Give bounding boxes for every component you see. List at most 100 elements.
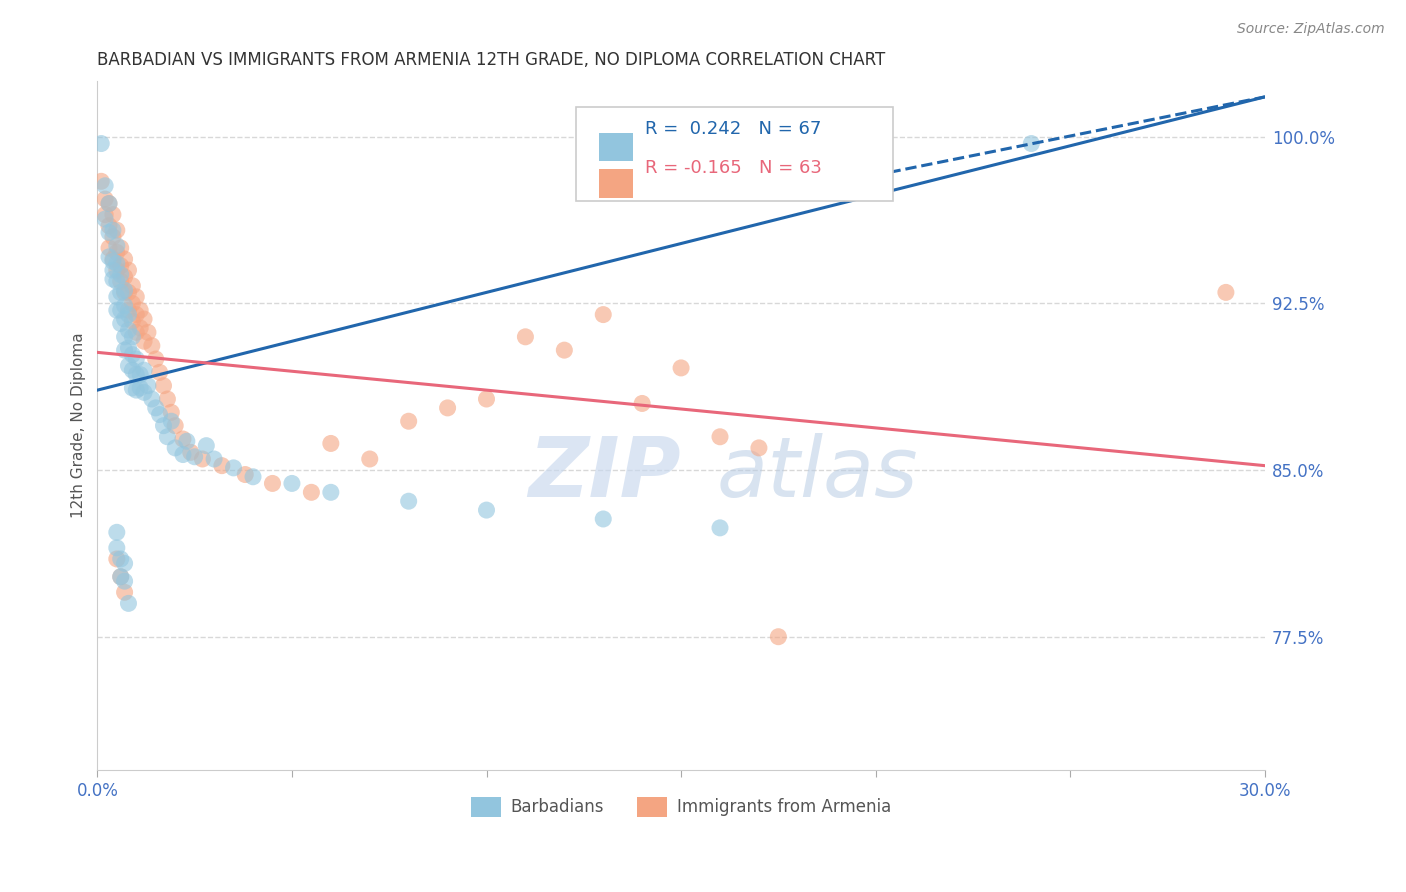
Point xyxy=(121,314,143,328)
Point xyxy=(94,192,117,206)
Point xyxy=(129,368,152,382)
Point xyxy=(515,330,537,344)
Point xyxy=(132,312,155,326)
Point xyxy=(1021,136,1043,151)
Point xyxy=(114,330,136,344)
Point xyxy=(105,238,128,252)
Point xyxy=(114,574,136,589)
Point xyxy=(117,303,139,318)
Point xyxy=(125,383,148,397)
Point xyxy=(94,212,117,227)
Point xyxy=(125,326,148,340)
Point xyxy=(475,503,498,517)
Point xyxy=(117,285,139,300)
Point xyxy=(136,326,159,340)
Text: R =  0.242   N = 67: R = 0.242 N = 67 xyxy=(645,120,821,138)
Point xyxy=(121,363,143,377)
Point xyxy=(156,430,179,444)
Point xyxy=(101,263,124,277)
Point xyxy=(176,434,198,449)
Point xyxy=(592,512,614,526)
Point xyxy=(156,392,179,406)
Point xyxy=(117,323,139,337)
Point xyxy=(145,351,167,366)
Y-axis label: 12th Grade, No Diploma: 12th Grade, No Diploma xyxy=(72,333,86,518)
Point xyxy=(183,450,205,464)
Point xyxy=(101,254,124,268)
Point xyxy=(172,432,194,446)
Point xyxy=(117,263,139,277)
Point xyxy=(121,296,143,310)
Point xyxy=(125,351,148,366)
Point xyxy=(101,272,124,286)
Point xyxy=(110,268,132,282)
Point xyxy=(110,259,132,273)
Point xyxy=(160,414,183,428)
Text: atlas: atlas xyxy=(716,434,918,515)
Point xyxy=(709,430,731,444)
Point xyxy=(436,401,458,415)
Point xyxy=(141,339,163,353)
Point xyxy=(105,245,128,260)
Point xyxy=(117,359,139,373)
Point xyxy=(748,441,770,455)
Legend: Barbadians, Immigrants from Armenia: Barbadians, Immigrants from Armenia xyxy=(464,790,898,823)
Point xyxy=(110,570,132,584)
Point xyxy=(98,250,121,264)
Point xyxy=(149,408,172,422)
Point xyxy=(114,252,136,266)
Point xyxy=(105,290,128,304)
Point xyxy=(359,452,381,467)
Point xyxy=(475,392,498,406)
Point xyxy=(117,308,139,322)
Point xyxy=(90,174,112,188)
Point xyxy=(129,381,152,395)
Point xyxy=(319,485,342,500)
Point xyxy=(172,448,194,462)
Point xyxy=(110,317,132,331)
Point xyxy=(125,308,148,322)
Point xyxy=(105,263,128,277)
Point xyxy=(117,341,139,355)
Point xyxy=(141,392,163,406)
Point xyxy=(105,256,128,270)
Point xyxy=(105,525,128,540)
Point xyxy=(242,469,264,483)
Point xyxy=(165,441,187,455)
Point xyxy=(105,274,128,288)
Point xyxy=(398,414,420,428)
Point xyxy=(191,452,214,467)
Point xyxy=(669,360,692,375)
Point xyxy=(709,521,731,535)
Point xyxy=(222,461,245,475)
Point xyxy=(125,290,148,304)
Point xyxy=(101,208,124,222)
Point xyxy=(121,381,143,395)
Point xyxy=(114,557,136,571)
Point xyxy=(114,585,136,599)
Point xyxy=(98,241,121,255)
Point xyxy=(114,285,136,300)
Point xyxy=(90,136,112,151)
Point xyxy=(299,485,322,500)
Point xyxy=(129,321,152,335)
Point xyxy=(398,494,420,508)
Point xyxy=(110,303,132,318)
Point xyxy=(98,196,121,211)
Point xyxy=(114,312,136,326)
Point xyxy=(152,418,174,433)
Point xyxy=(114,269,136,284)
Point xyxy=(768,630,790,644)
Point xyxy=(129,303,152,318)
Point xyxy=(110,241,132,255)
Point xyxy=(114,343,136,358)
Point xyxy=(98,226,121,240)
Point xyxy=(125,368,148,382)
Point xyxy=(180,445,202,459)
Point xyxy=(121,278,143,293)
Point xyxy=(1215,285,1237,300)
Point xyxy=(202,452,225,467)
Point xyxy=(117,596,139,610)
Point xyxy=(114,299,136,313)
Point xyxy=(553,343,575,358)
